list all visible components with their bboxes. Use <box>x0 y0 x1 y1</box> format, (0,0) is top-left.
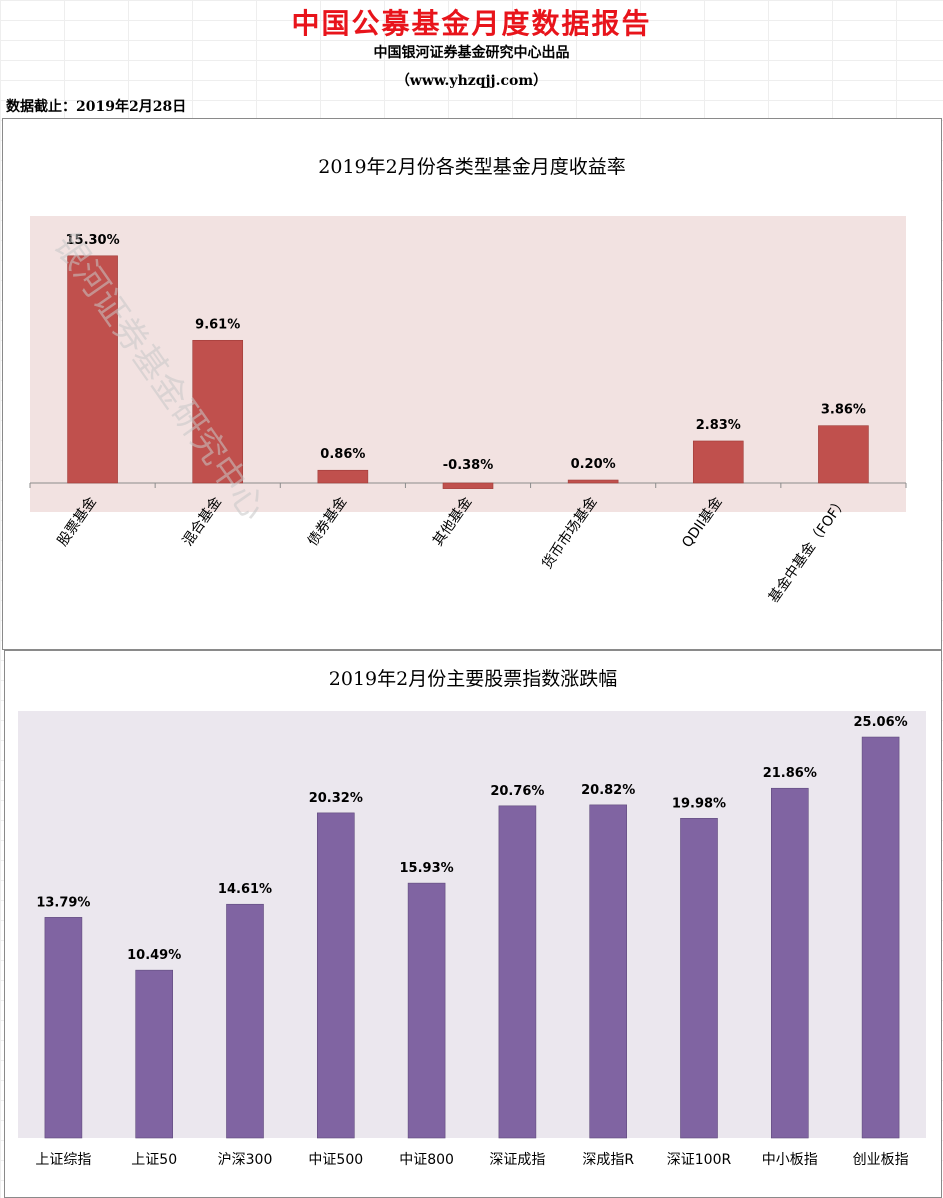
index-returns-data-label: 25.06% <box>854 715 908 730</box>
index-returns-data-label: 14.61% <box>218 882 272 897</box>
report-website: （www.yhzqjj.com） <box>395 73 548 89</box>
fund-returns-chart: 2019年2月份各类型基金月度收益率 15.30%股票基金9.61%混合基金0.… <box>29 156 907 606</box>
fund-returns-bar[interactable] <box>818 425 869 484</box>
index-returns-category-label: 上证综指 <box>35 1152 91 1168</box>
index-returns-bar[interactable] <box>135 969 173 1139</box>
fund-returns-chart-panel[interactable]: 2019年2月份各类型基金月度收益率 15.30% 股票基金 9.61% 混合基金 0.… <box>2 118 942 650</box>
index-returns-data-label: 20.32% <box>309 791 363 806</box>
report-title: 中国公募基金月度数据报告 <box>291 7 652 40</box>
index-returns-bar[interactable] <box>226 903 264 1139</box>
index-returns-bar[interactable] <box>44 917 83 1139</box>
index-returns-data-label: 13.79% <box>36 895 90 910</box>
index-returns-data-label: 10.49% <box>127 948 181 963</box>
fund-returns-data-label: -0.38% <box>443 458 494 473</box>
index-returns-chart-panel[interactable]: 2019年2月份主要股票指数涨跌幅 13.79% 上证综指 10.49% 上证50 14… <box>4 650 942 1198</box>
index-returns-bar[interactable] <box>770 787 809 1139</box>
fund-returns-data-label: 2.83% <box>696 418 741 433</box>
fund-returns-chart-title: 2019年2月份各类型基金月度收益率 <box>318 156 625 178</box>
index-returns-category-label: 深证100R <box>667 1152 732 1168</box>
fund-returns-bar[interactable] <box>192 339 244 484</box>
index-returns-category-label: 沪深300 <box>218 1152 273 1168</box>
fund-returns-bar[interactable] <box>67 255 118 484</box>
fund-returns-data-label: 15.30% <box>65 233 119 248</box>
index-returns-category-label: 创业板指 <box>853 1152 909 1168</box>
fund-returns-bar[interactable] <box>317 469 369 484</box>
fund-returns-data-label: 9.61% <box>195 317 240 332</box>
index-returns-bar[interactable] <box>316 812 355 1139</box>
index-returns-data-label: 19.98% <box>672 796 726 811</box>
data-cutoff-date: 数据截止：2019年2月28日 <box>6 99 187 115</box>
fund-returns-bar[interactable] <box>442 482 494 489</box>
fund-returns-data-label: 3.86% <box>821 403 866 418</box>
index-returns-bar[interactable] <box>861 736 900 1139</box>
index-returns-data-label: 21.86% <box>763 766 817 781</box>
fund-returns-bar[interactable] <box>567 479 619 484</box>
index-returns-data-label: 20.76% <box>490 784 544 799</box>
index-returns-data-label: 20.82% <box>581 783 635 798</box>
fund-returns-bar[interactable] <box>692 440 744 484</box>
index-returns-data-label: 15.93% <box>400 861 454 876</box>
fund-returns-data-label: 0.20% <box>571 457 616 472</box>
fund-returns-plot-area <box>30 216 906 512</box>
index-returns-chart-title: 2019年2月份主要股票指数涨跌幅 <box>329 668 617 690</box>
fund-returns-data-label: 0.86% <box>320 447 365 462</box>
index-returns-bar[interactable] <box>498 805 537 1139</box>
index-returns-category-label: 上证50 <box>131 1152 177 1168</box>
index-returns-category-label: 中证500 <box>308 1152 363 1168</box>
report-subtitle: 中国银河证券基金研究中心出品 <box>373 45 570 61</box>
index-returns-category-label: 深证成指 <box>489 1152 545 1168</box>
index-returns-bar[interactable] <box>589 804 628 1139</box>
index-returns-bar[interactable] <box>407 882 446 1139</box>
index-returns-category-label: 深成指R <box>582 1152 634 1168</box>
index-returns-category-label: 中小板指 <box>762 1152 818 1168</box>
index-returns-category-label: 中证800 <box>399 1152 454 1168</box>
index-returns-bar[interactable] <box>680 818 718 1139</box>
index-returns-chart: 2019年2月份主要股票指数涨跌幅 13.79% 上证综指 10.49% 上证50 14… <box>18 668 926 1168</box>
